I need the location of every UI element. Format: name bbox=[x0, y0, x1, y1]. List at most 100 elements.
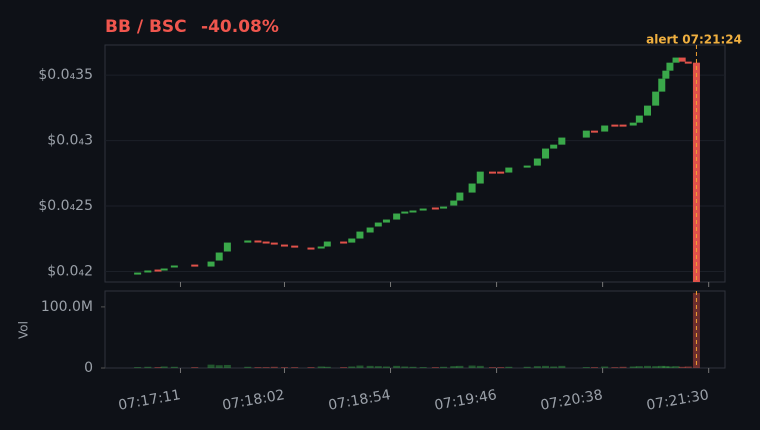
y2-tick-label: 100.0M bbox=[41, 299, 93, 315]
candle bbox=[652, 91, 660, 106]
candle bbox=[533, 158, 541, 166]
candle bbox=[431, 207, 439, 210]
volume-bar bbox=[678, 366, 686, 368]
volume-panel bbox=[104, 290, 726, 369]
candle bbox=[280, 244, 288, 247]
volume-bar bbox=[635, 366, 643, 368]
candle bbox=[170, 265, 178, 268]
candle bbox=[523, 165, 531, 168]
candle bbox=[678, 57, 686, 62]
y-tick-label: $0.0₄35 bbox=[38, 67, 93, 83]
candle bbox=[629, 122, 637, 126]
candle bbox=[658, 78, 666, 92]
candle bbox=[590, 130, 598, 133]
change: -40.08% bbox=[201, 17, 279, 37]
volume-bar bbox=[144, 366, 152, 368]
volume-bar bbox=[393, 365, 401, 368]
volume-bar bbox=[134, 367, 142, 368]
candle bbox=[409, 210, 417, 213]
candle bbox=[489, 171, 496, 174]
candle bbox=[582, 130, 590, 138]
volume-bar bbox=[317, 366, 325, 368]
volume-bar bbox=[356, 365, 364, 368]
volume-bar bbox=[523, 366, 531, 368]
candle bbox=[611, 124, 619, 127]
x-tick-label: 07:17:11 bbox=[117, 387, 182, 414]
price-panel bbox=[104, 44, 726, 283]
y2-tick-label: 0 bbox=[84, 360, 93, 376]
volume-bar bbox=[401, 366, 409, 368]
volume-bar bbox=[658, 365, 666, 368]
volume-bar bbox=[456, 365, 464, 368]
volume-bar bbox=[672, 366, 680, 368]
y-tick-label: $0.0₄2 bbox=[47, 264, 93, 280]
volume-bar bbox=[590, 367, 598, 368]
candle bbox=[160, 268, 168, 271]
volume-bar bbox=[489, 367, 496, 368]
volume-bar bbox=[629, 366, 637, 368]
candle bbox=[468, 183, 476, 193]
candle bbox=[550, 144, 558, 149]
volume-bar bbox=[450, 366, 458, 368]
volume-bar bbox=[374, 366, 382, 368]
alert-label: alert 07:21:24 bbox=[646, 33, 742, 47]
volume-bar bbox=[533, 366, 541, 368]
candle bbox=[666, 62, 674, 71]
candle bbox=[291, 245, 299, 248]
candle bbox=[505, 167, 513, 173]
candle bbox=[382, 219, 390, 223]
candle bbox=[191, 264, 199, 267]
volume-bar bbox=[409, 366, 417, 368]
candle bbox=[635, 115, 643, 123]
volume-bar bbox=[160, 366, 168, 368]
volume-bar bbox=[582, 367, 590, 368]
candle bbox=[244, 240, 252, 243]
candle bbox=[393, 213, 401, 220]
candle bbox=[340, 241, 348, 244]
volume-bar bbox=[666, 366, 674, 368]
volume-bar bbox=[662, 366, 670, 368]
volume-bar bbox=[431, 367, 439, 368]
candle bbox=[307, 247, 315, 250]
volume-bar bbox=[270, 366, 278, 368]
x-tick-label: 07:19:46 bbox=[433, 387, 498, 414]
candle bbox=[419, 208, 427, 211]
y-tick-label: $0.0₄25 bbox=[38, 198, 93, 214]
volume-bar bbox=[476, 365, 484, 368]
candle bbox=[317, 246, 325, 249]
volume-bar bbox=[191, 367, 199, 368]
candle bbox=[254, 240, 262, 243]
candle bbox=[450, 200, 458, 206]
volume-bar bbox=[366, 365, 374, 368]
volume-bar bbox=[291, 367, 299, 368]
volume-bar bbox=[611, 367, 619, 368]
volume-bar bbox=[340, 367, 348, 368]
candle bbox=[207, 261, 215, 267]
candle bbox=[619, 124, 627, 127]
volume-bar bbox=[692, 292, 700, 368]
candle bbox=[456, 192, 464, 201]
volume-bar bbox=[223, 364, 231, 368]
volume-bar bbox=[154, 367, 162, 368]
candle bbox=[323, 241, 331, 247]
candle bbox=[270, 242, 278, 245]
candle bbox=[672, 57, 680, 63]
volume-bar bbox=[170, 366, 178, 368]
volume-bar bbox=[419, 367, 427, 368]
x-tick-label: 07:21:30 bbox=[645, 387, 710, 414]
volume-bar bbox=[558, 365, 566, 368]
volume-bar bbox=[280, 367, 288, 368]
volume-bar bbox=[652, 366, 660, 368]
volume-bar bbox=[619, 366, 627, 368]
candle bbox=[348, 238, 356, 243]
pair: BB / BSC bbox=[105, 17, 187, 37]
volume-bar bbox=[684, 366, 692, 368]
volume-bar bbox=[244, 366, 252, 368]
volume-bar bbox=[207, 364, 215, 368]
volume-bar bbox=[505, 366, 513, 368]
y-tick-label: $0.0₄3 bbox=[47, 133, 93, 149]
candle bbox=[262, 241, 270, 244]
candle bbox=[134, 272, 142, 275]
volume-bar bbox=[440, 366, 448, 368]
